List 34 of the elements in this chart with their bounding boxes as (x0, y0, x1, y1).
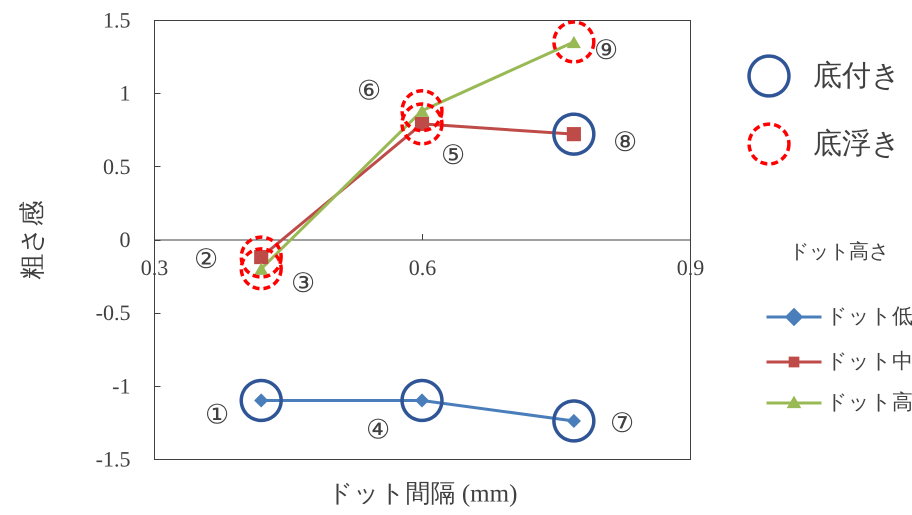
point (400, 89, 444, 132)
annotation: ⑦ (610, 408, 634, 438)
x-tick-label: 0.6 (408, 255, 436, 280)
y-tick-label: 0 (120, 227, 130, 252)
point (400, 378, 444, 422)
legend-label: ドット中 (826, 349, 912, 373)
y-tick-label: 1.5 (103, 8, 130, 32)
y-tick-label: 0.5 (103, 154, 130, 179)
point (240, 235, 283, 279)
point (400, 102, 444, 146)
x-axis-title: ドット間隔 (mm) (328, 480, 518, 508)
legend-label: 底付き (813, 60, 901, 92)
annotation: ⑨ (594, 34, 618, 65)
annotation: ⑥ (357, 76, 381, 106)
point (240, 378, 283, 422)
y-tick-label: 1 (120, 80, 130, 106)
annotation: ⑤ (441, 140, 465, 170)
annotation: ② (194, 244, 218, 274)
point (552, 399, 596, 443)
point (240, 247, 283, 290)
legend-label: 底浮き (813, 128, 901, 160)
legend-label: ドット高 (826, 390, 912, 414)
annotation: ③ (291, 268, 316, 298)
legend-label: ドット低 (826, 304, 912, 328)
y-tick-label: -1.5 (96, 446, 130, 472)
y-axis-title: 粗さ感 (18, 200, 46, 280)
annotation: ① (205, 399, 230, 430)
point (552, 20, 596, 64)
annotation: ⑧ (612, 127, 637, 158)
annotation: ④ (366, 414, 390, 444)
y-tick-label: -0.5 (96, 300, 130, 326)
legend-title: ドット高さ (789, 240, 889, 263)
y-tick-label: -1 (112, 373, 130, 398)
point (552, 112, 596, 156)
